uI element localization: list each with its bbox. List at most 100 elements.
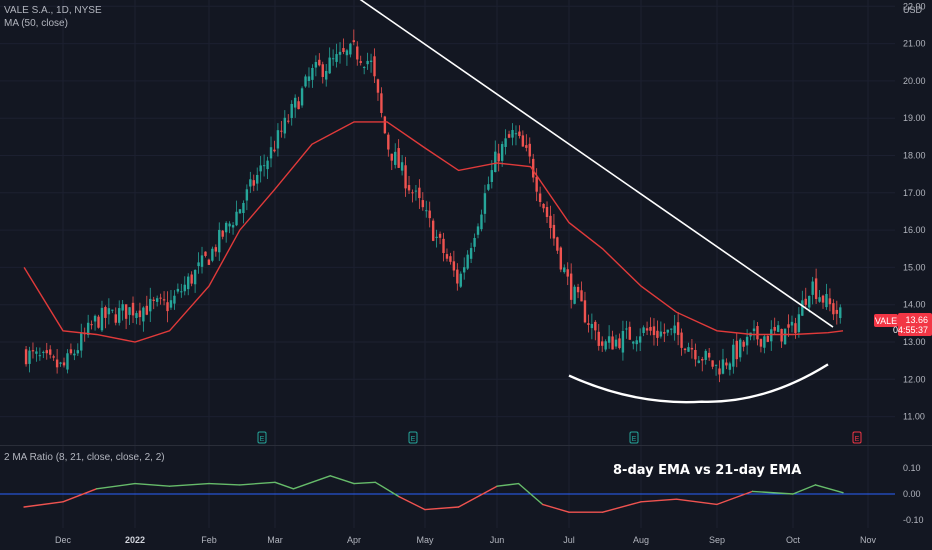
candle-body <box>414 190 418 192</box>
candle-body <box>794 323 797 333</box>
candle-body <box>145 305 149 315</box>
candle-body <box>138 310 142 318</box>
candle-body <box>449 256 452 262</box>
candle-body <box>383 116 387 134</box>
candle-body <box>773 327 776 331</box>
earnings-marker[interactable]: E <box>257 431 267 444</box>
candlestick-series <box>24 29 842 383</box>
candle-body <box>463 267 466 273</box>
candle-body <box>297 101 300 110</box>
candle-body <box>207 259 211 265</box>
candle-body <box>180 291 183 293</box>
candle-body <box>197 262 200 267</box>
earnings-marker[interactable]: E <box>629 431 639 444</box>
candle-body <box>580 290 583 302</box>
candle-body <box>218 229 221 253</box>
candle-body <box>69 349 73 354</box>
candle-body <box>114 314 117 323</box>
candle-body <box>328 57 331 74</box>
candle-body <box>635 340 638 345</box>
y-tick-label: 18.00 <box>903 151 926 161</box>
candle-body <box>124 304 128 319</box>
x-tick-label: Oct <box>786 535 801 545</box>
candle-body <box>349 43 352 55</box>
candle-body <box>538 193 542 202</box>
x-tick-label: Dec <box>55 535 72 545</box>
candle-body <box>666 329 669 333</box>
candle-body <box>725 362 728 366</box>
candle-body <box>697 360 701 363</box>
candle-body <box>90 324 93 326</box>
candle-body <box>276 130 280 149</box>
candle-body <box>155 298 159 302</box>
candle-body <box>104 307 107 318</box>
candle-body <box>569 273 573 300</box>
candle-body <box>152 299 155 301</box>
oscillator-segment <box>168 482 210 487</box>
candle-body <box>528 143 531 157</box>
earnings-marker-box <box>629 431 639 444</box>
candle-body <box>66 353 69 370</box>
candle-body <box>373 56 376 77</box>
candle-body <box>183 284 186 292</box>
candle-body <box>663 332 666 334</box>
candle-body <box>438 233 442 238</box>
candle-body <box>52 356 55 358</box>
candle-body <box>249 179 252 187</box>
candle-body <box>818 297 821 302</box>
candle-body <box>245 189 249 201</box>
descending-trendline[interactable] <box>354 0 834 328</box>
earnings-marker-label: E <box>855 436 860 443</box>
candle-body <box>835 309 839 314</box>
candle-body <box>518 131 521 137</box>
y-tick-label: 16.00 <box>903 225 926 235</box>
y-tick-label: 11.00 <box>903 412 925 422</box>
candle-body <box>280 130 283 132</box>
candle-body <box>300 88 304 106</box>
candle-body <box>45 350 48 354</box>
candle-body <box>549 215 552 229</box>
candle-body <box>556 237 559 251</box>
candle-body <box>193 269 197 285</box>
candle-body <box>107 308 111 315</box>
candle-body <box>38 355 42 357</box>
candle-body <box>618 338 621 349</box>
candle-body <box>235 211 238 226</box>
candle-body <box>159 297 162 299</box>
candle-body <box>649 326 652 331</box>
candle-body <box>797 314 801 333</box>
candle-body <box>459 273 462 287</box>
candle-body <box>273 149 276 152</box>
candle-body <box>811 281 814 295</box>
candle-body <box>442 238 445 254</box>
candle-body <box>780 328 783 342</box>
earnings-marker-box <box>852 431 862 444</box>
earnings-marker[interactable]: E <box>408 431 418 444</box>
oscillator-segment <box>541 503 570 513</box>
oscillator-segment <box>792 484 817 495</box>
y-tick-label: 12.00 <box>903 374 926 384</box>
candle-body <box>362 67 366 69</box>
candle-body <box>821 295 825 303</box>
candle-body <box>573 286 576 304</box>
candle-body <box>262 165 266 167</box>
candle-body <box>128 307 131 315</box>
oscillator-segment <box>424 506 460 511</box>
candle-body <box>552 224 556 239</box>
rounded-bottom-arc[interactable] <box>568 363 829 404</box>
oscillator-segment <box>601 501 642 513</box>
candle-body <box>456 269 459 284</box>
ma50-line <box>23 121 844 343</box>
earnings-marker[interactable]: E <box>852 431 862 444</box>
candle-body <box>511 130 514 138</box>
candle-body <box>62 362 66 366</box>
candle-body <box>787 324 790 328</box>
candle-body <box>407 185 411 191</box>
oscillator-segment <box>134 482 171 487</box>
candle-body <box>425 210 428 212</box>
candle-body <box>397 148 400 168</box>
candle-body <box>632 341 635 344</box>
y-tick-label: 22.00 <box>903 1 926 11</box>
